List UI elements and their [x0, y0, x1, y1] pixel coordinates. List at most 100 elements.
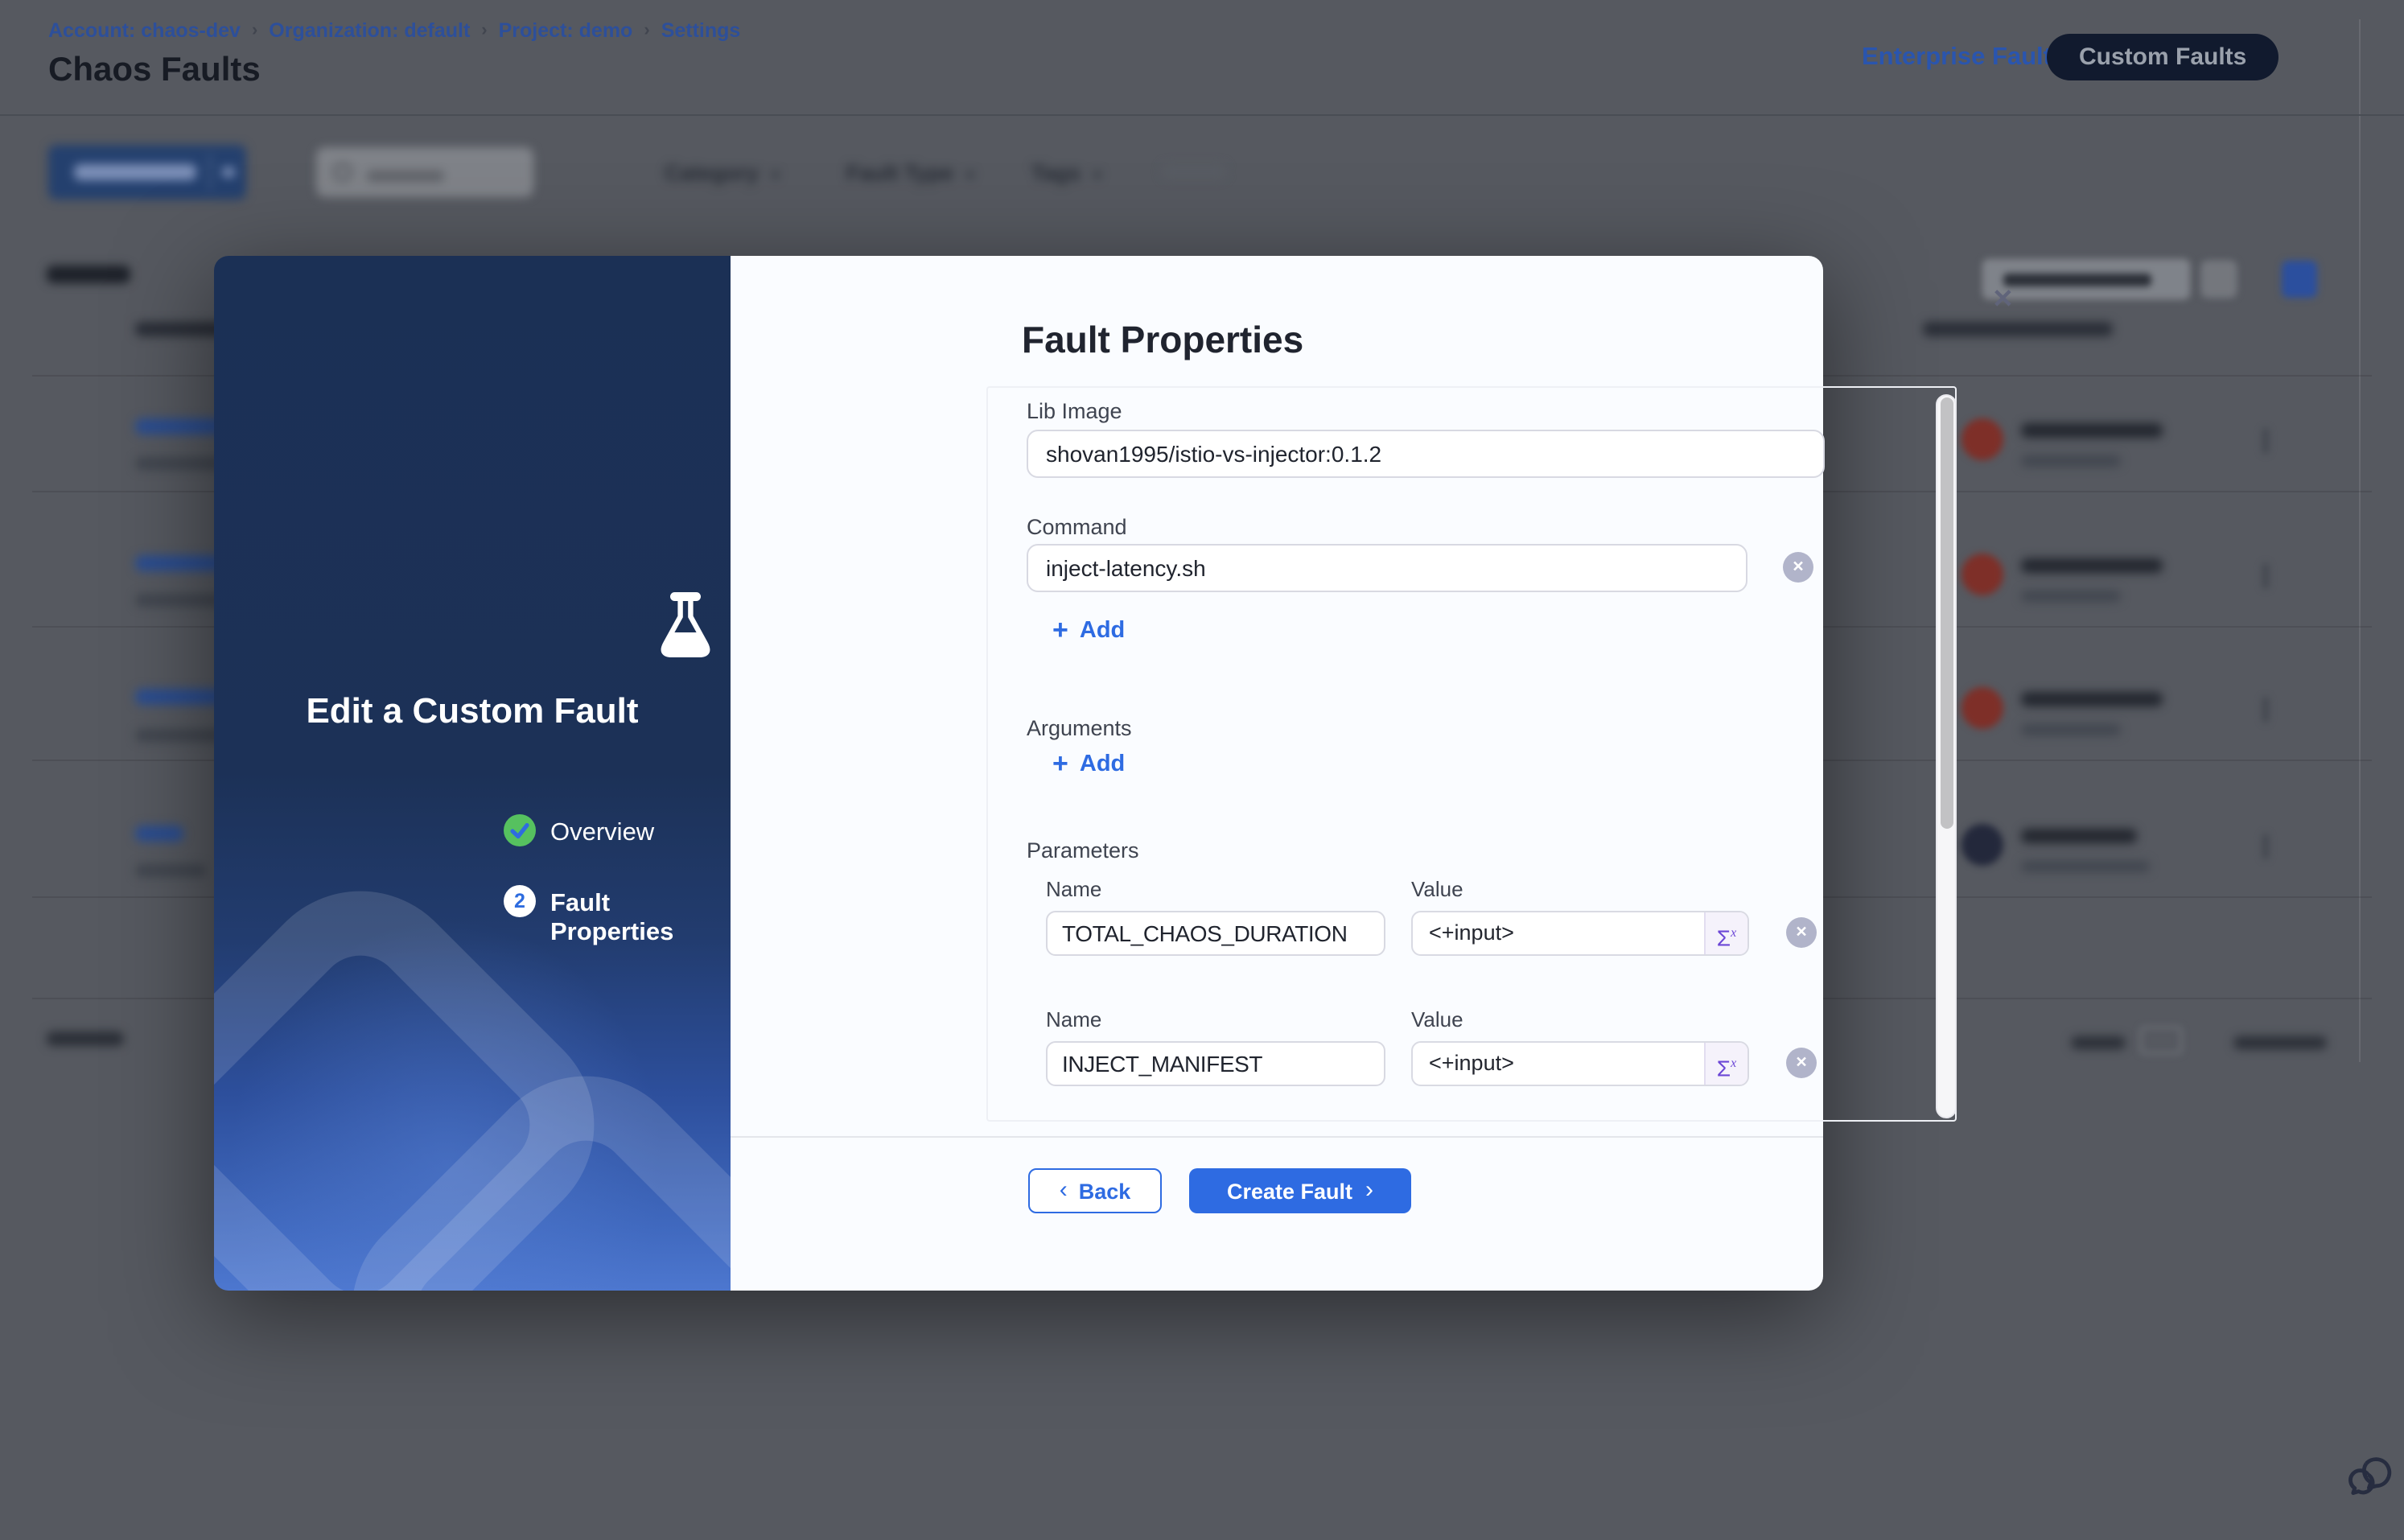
step-completed-check-icon [504, 814, 536, 846]
row-menu-icon[interactable] [2262, 697, 2269, 723]
step-fault-properties-label: Fault Properties [550, 890, 674, 946]
flask-icon [661, 592, 710, 657]
pagination-rows-label [2071, 1036, 2126, 1049]
back-button[interactable]: ‹ Back [1028, 1168, 1162, 1213]
plus-icon: + [1052, 615, 1068, 645]
param-value-text[interactable]: <+input> [1429, 920, 1514, 945]
remove-parameter-icon[interactable]: ✕ [1786, 917, 1817, 948]
breadcrumb-separator: › [481, 21, 488, 40]
refresh-button[interactable] [2201, 261, 2237, 298]
pagination-total-label [47, 1031, 124, 1046]
remove-command-icon[interactable]: ✕ [1783, 552, 1813, 583]
param-name-label: Name [1046, 877, 1102, 901]
modified-by-name [2021, 558, 2163, 573]
back-button-label: Back [1078, 1179, 1131, 1203]
fault-description [135, 864, 206, 877]
chevron-down-icon: ▼ [1090, 167, 1105, 183]
arguments-label: Arguments [1027, 716, 1132, 740]
expression-sigma-button[interactable]: Σx [1704, 1043, 1747, 1085]
param-value-text[interactable]: <+input> [1429, 1051, 1514, 1075]
pagination-page-size-select[interactable] [2140, 1027, 2182, 1054]
modal-heading: Fault Properties [1022, 319, 1304, 360]
fault-type-filter-dropdown[interactable]: Fault Type ▼ [846, 161, 978, 185]
param-value-input[interactable]: <+input> Σx [1411, 911, 1749, 956]
command-input[interactable] [1027, 544, 1747, 592]
chevron-left-icon: ‹ [1059, 1176, 1068, 1204]
step-number-badge: 2 [504, 885, 536, 917]
param-value-label: Value [1411, 877, 1463, 901]
add-command-label: Add [1079, 618, 1126, 644]
header-divider [0, 114, 2404, 116]
chat-support-icon[interactable] [2346, 1450, 2401, 1514]
modified-by-name [2021, 423, 2163, 438]
scrollbar-track[interactable] [1936, 394, 1957, 1118]
breadcrumb-separator: › [644, 21, 650, 40]
clear-filters-link[interactable] [1162, 164, 1226, 179]
pagination-page-info [2233, 1036, 2327, 1049]
row-menu-icon[interactable] [2262, 834, 2269, 859]
breadcrumb-separator: › [251, 21, 258, 40]
chevron-down-icon: ▼ [963, 167, 978, 183]
breadcrumb-project-link[interactable]: Project: demo [498, 19, 633, 42]
view-toggle-button[interactable] [2282, 261, 2317, 298]
tags-filter-dropdown[interactable]: Tags ▼ [1031, 161, 1105, 185]
remove-parameter-icon[interactable]: ✕ [1786, 1048, 1817, 1078]
new-fault-button[interactable] [48, 145, 246, 200]
wizard-panel: Edit a Custom Fault Overview 2 Fault Pro… [214, 256, 731, 1291]
date-range-label [2003, 274, 2151, 286]
param-value-label: Value [1411, 1007, 1463, 1031]
create-fault-button-label: Create Fault [1226, 1179, 1353, 1203]
brand-watermark [214, 891, 731, 1291]
modified-by-name [2021, 829, 2137, 843]
modified-time [2021, 861, 2150, 872]
param-name-input[interactable] [1046, 911, 1385, 956]
breadcrumb-settings-link[interactable]: Settings [661, 19, 741, 42]
breadcrumb-account-link[interactable]: Account: chaos-dev [48, 19, 241, 42]
parameters-label: Parameters [1027, 838, 1139, 863]
add-argument-button[interactable]: + Add [1052, 748, 1126, 779]
modified-by-avatar [1961, 418, 2003, 460]
breadcrumb-org-link[interactable]: Organization: default [269, 19, 471, 42]
search-icon [333, 163, 352, 182]
search-placeholder [367, 171, 444, 182]
form-scroll-area [986, 386, 1957, 1122]
page-title: Chaos Faults [48, 51, 261, 89]
date-range-box[interactable] [1982, 259, 2190, 299]
new-fault-split-divider [209, 154, 211, 190]
create-fault-button[interactable]: Create Fault › [1189, 1168, 1411, 1213]
chevron-down-icon: ▼ [768, 167, 783, 183]
step-overview-label: Overview [550, 819, 655, 846]
add-command-button[interactable]: + Add [1052, 615, 1126, 645]
header-right-divider [2359, 19, 2361, 1062]
modified-time [2021, 455, 2121, 467]
param-value-input[interactable]: <+input> Σx [1411, 1041, 1749, 1086]
category-filter-dropdown[interactable]: Category ▼ [665, 161, 783, 185]
add-argument-label: Add [1079, 751, 1126, 777]
custom-faults-button[interactable]: Custom Faults [2047, 34, 2279, 80]
lib-image-label: Lib Image [1027, 399, 1122, 423]
plus-icon: + [1052, 748, 1068, 779]
modified-by-name [2021, 692, 2163, 706]
row-menu-icon[interactable] [2262, 428, 2269, 454]
param-name-input[interactable] [1046, 1041, 1385, 1086]
lib-image-input[interactable] [1027, 430, 1825, 478]
fault-properties-form: ✕ Fault Properties Lib Image Command ✕ +… [731, 256, 2014, 1291]
param-name-label: Name [1046, 1007, 1102, 1031]
chevron-down-icon [222, 167, 235, 177]
expression-sigma-button[interactable]: Σx [1704, 912, 1747, 954]
fault-name-link[interactable] [135, 826, 183, 842]
modified-by-avatar [1961, 687, 2003, 729]
enterprise-faults-link[interactable]: Enterprise Faults [1862, 43, 2066, 71]
row-menu-icon[interactable] [2262, 563, 2269, 589]
modified-by-avatar [1961, 824, 2003, 866]
modified-time [2021, 591, 2121, 602]
faults-total-label [47, 266, 130, 283]
scrollbar-thumb[interactable] [1940, 397, 1953, 829]
search-input[interactable] [317, 148, 533, 196]
breadcrumb: Account: chaos-dev › Organization: defau… [48, 19, 740, 42]
chevron-right-icon: › [1365, 1176, 1374, 1204]
close-icon[interactable]: ✕ [1992, 286, 2014, 314]
modified-time [2021, 724, 2121, 735]
column-header-last-modified[interactable] [1923, 322, 2113, 336]
